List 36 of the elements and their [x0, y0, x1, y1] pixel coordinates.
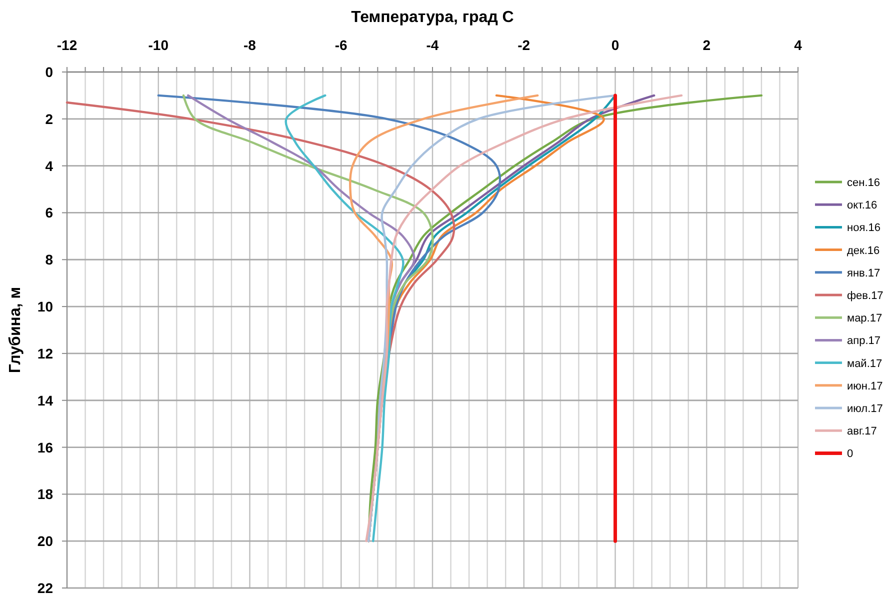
legend-label: янв.17 — [847, 267, 880, 280]
y-tick-label: 14 — [37, 392, 54, 408]
x-tick-label: -10 — [148, 37, 169, 53]
legend-label: фев.17 — [847, 290, 884, 302]
x-tick-label: 0 — [611, 37, 620, 53]
y-tick-label: 2 — [45, 110, 54, 127]
y-tick-label: 6 — [45, 204, 54, 221]
x-axis-title: Температура, град С — [351, 9, 514, 26]
y-tick-label: 16 — [37, 439, 54, 456]
y-tick-label: 8 — [45, 252, 54, 268]
legend-label: мар.17 — [847, 312, 882, 325]
y-tick-label: 20 — [37, 533, 54, 550]
y-tick-label: 18 — [37, 486, 54, 502]
legend-label: июл.17 — [847, 403, 883, 415]
legend-label: дек.16 — [847, 244, 880, 257]
x-tick-label: -4 — [426, 37, 439, 53]
legend-label: сен.16 — [847, 177, 880, 189]
legend-label: 0 — [847, 448, 854, 460]
legend-label: июн.17 — [847, 380, 883, 392]
y-tick-label: 0 — [45, 64, 54, 80]
x-tick-label: -6 — [334, 37, 348, 53]
legend-label: окт.16 — [847, 200, 878, 212]
legend-label: май.17 — [847, 358, 882, 370]
x-tick-label: 4 — [794, 37, 802, 53]
x-tick-label: -12 — [56, 37, 78, 53]
y-tick-label: 12 — [37, 345, 54, 362]
y-tick-label: 4 — [45, 158, 54, 174]
legend-label: авг.17 — [847, 426, 877, 438]
legend-label: ноя.16 — [847, 222, 880, 234]
y-tick-label: 10 — [37, 298, 54, 315]
y-axis-title: Глубина, м — [7, 286, 24, 374]
y-tick-label: 22 — [37, 580, 54, 596]
x-tick-label: -2 — [518, 37, 530, 53]
x-tick-label: 2 — [702, 37, 711, 53]
legend-label: апр.17 — [847, 335, 880, 348]
x-tick-label: -8 — [244, 37, 256, 53]
